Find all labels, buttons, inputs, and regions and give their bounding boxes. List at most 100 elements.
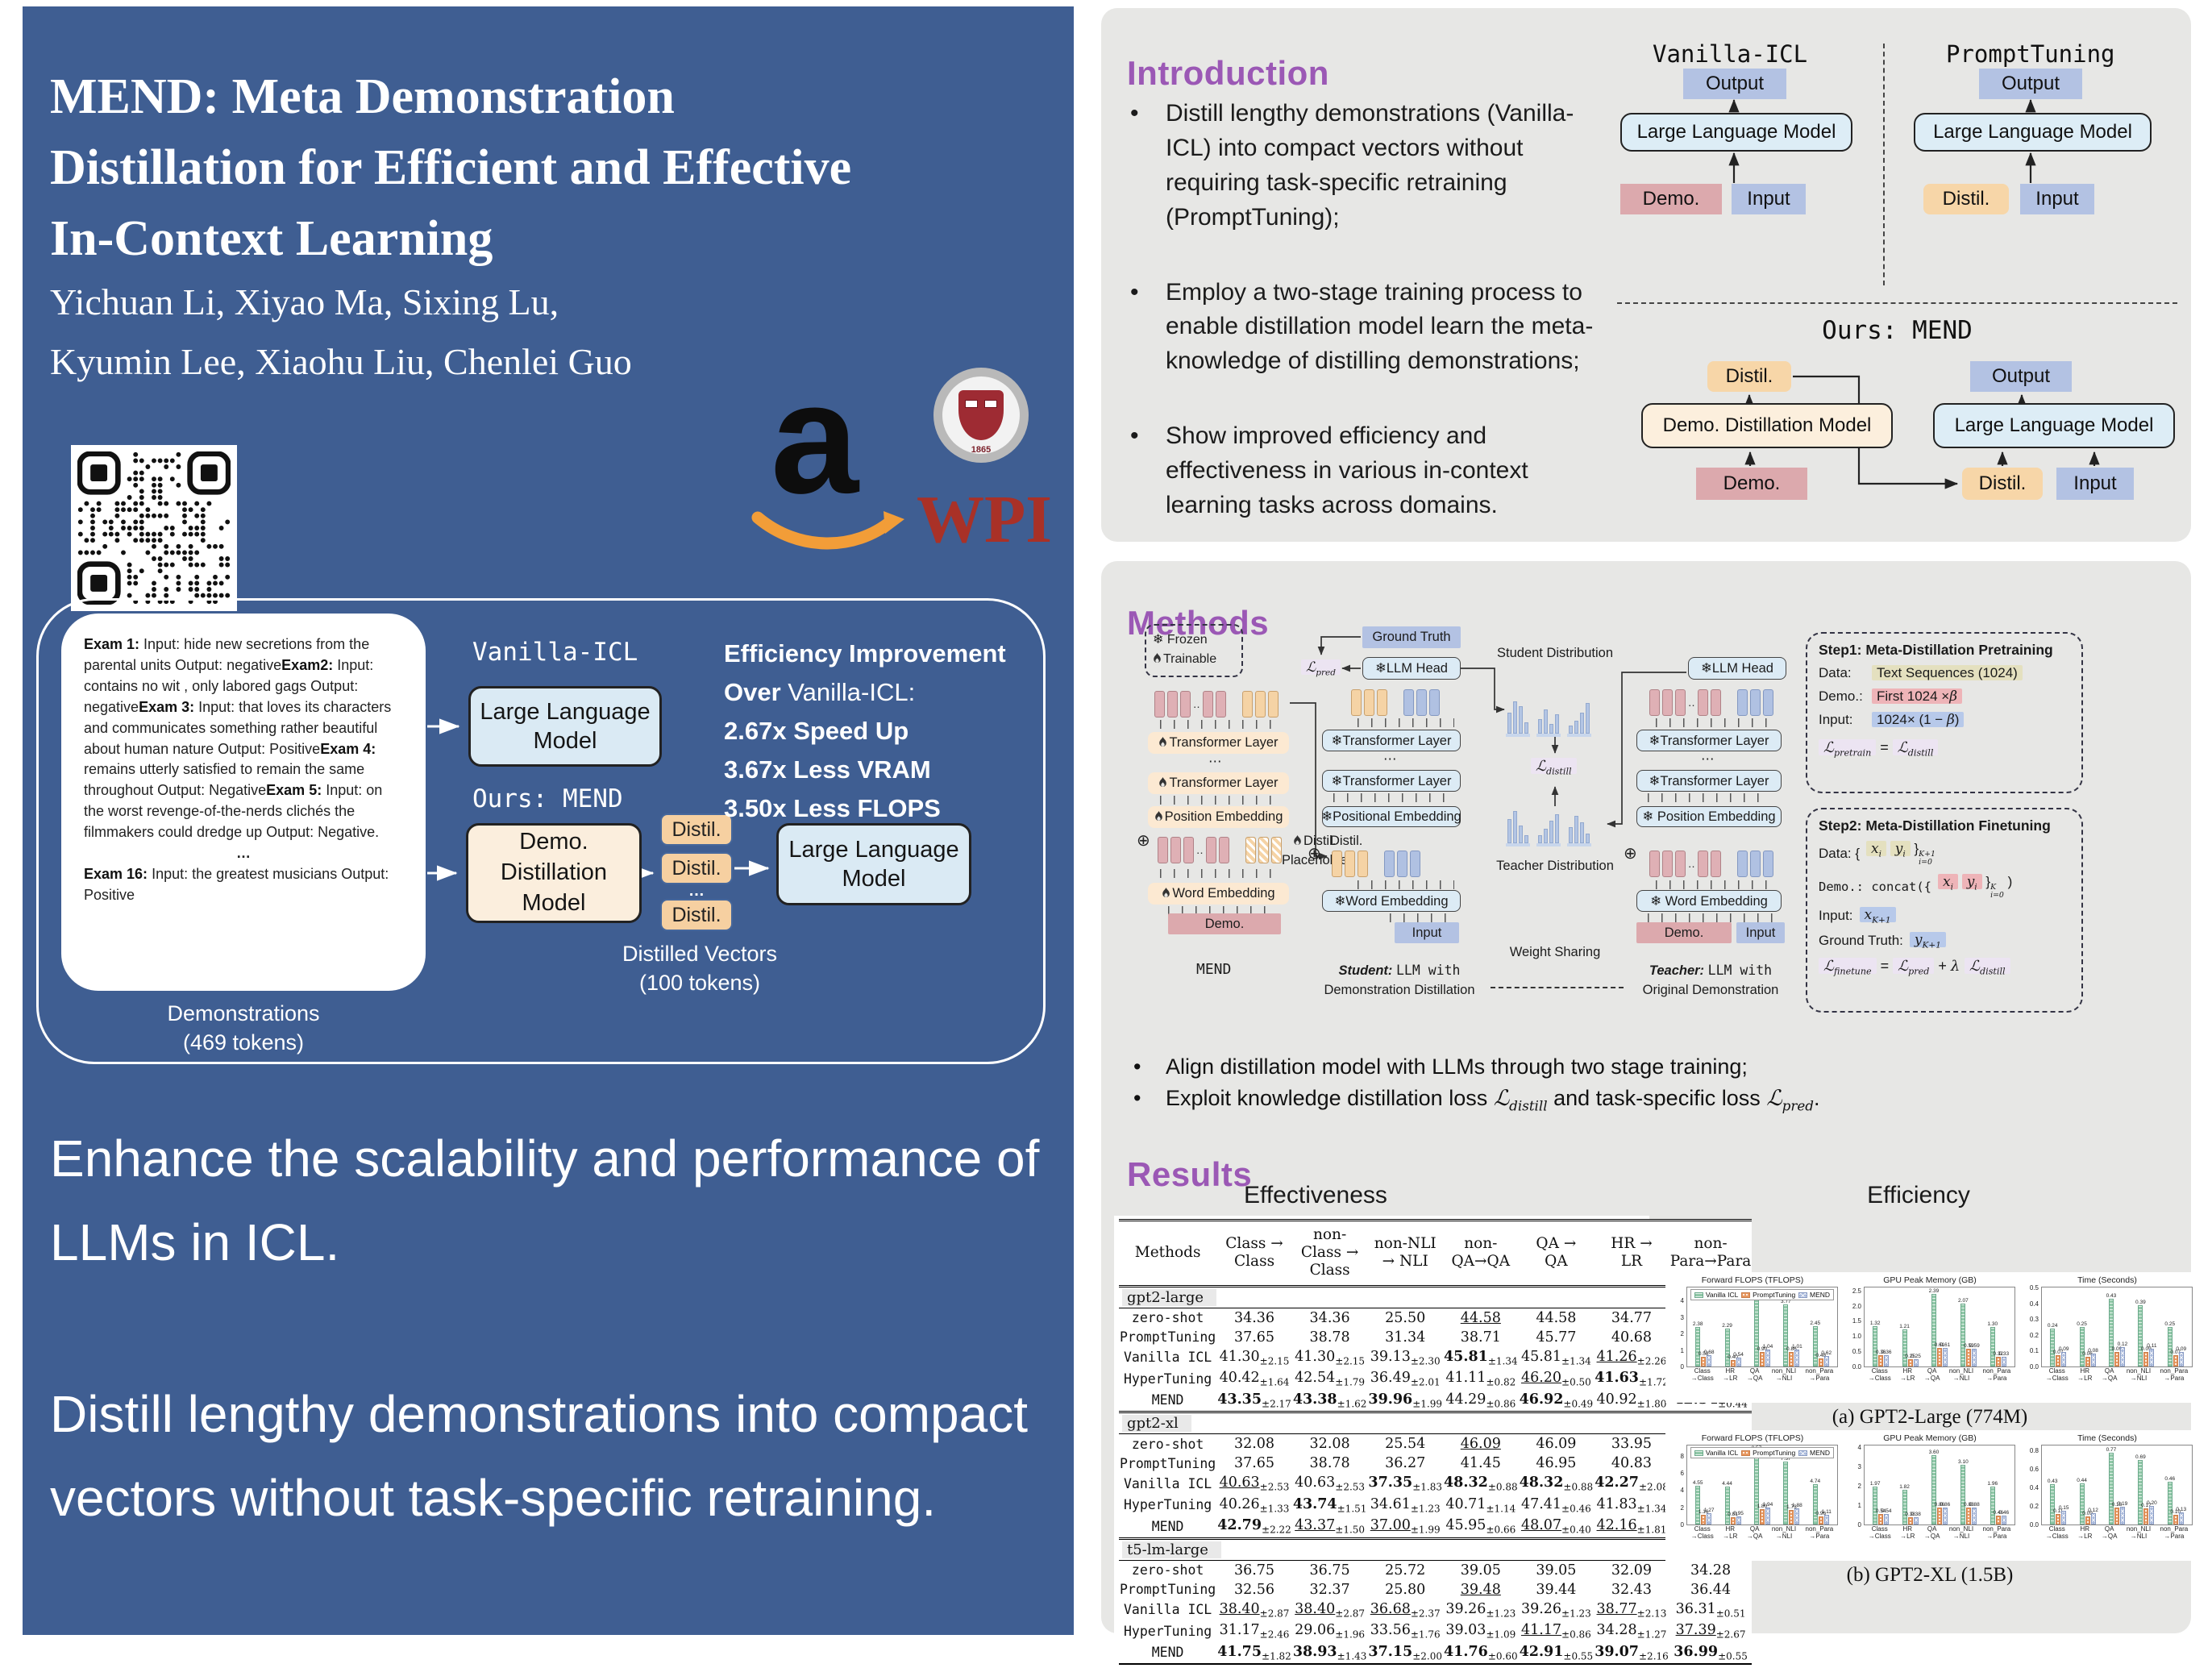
table-cell: 43.74±1.51 bbox=[1292, 1495, 1367, 1515]
bar: 0.40 bbox=[1728, 1354, 1738, 1366]
token-cell bbox=[1762, 689, 1773, 716]
bullet-text: Show improved efficiency and effectivene… bbox=[1166, 422, 1528, 519]
table-cell: 32.37 bbox=[1309, 1581, 1350, 1598]
bar: 0.09 bbox=[2112, 1346, 2122, 1366]
bullet-icon: • bbox=[1130, 422, 1139, 450]
ellipsis: ⋯ bbox=[1701, 752, 1715, 767]
table-cell: 40.92±1.80 bbox=[1596, 1391, 1667, 1410]
llm-head-box: ❄LLM Head bbox=[1362, 657, 1461, 680]
ellipsis: ⋯ bbox=[1383, 752, 1397, 767]
table-cell: 36.75 bbox=[1309, 1562, 1350, 1579]
bar: 0.06 bbox=[2082, 1351, 2093, 1366]
table-cell: 42.16±1.81 bbox=[1596, 1517, 1667, 1536]
word-embedding-box: Word Embedding bbox=[1148, 883, 1289, 905]
table-cell: 38.78 bbox=[1309, 1455, 1350, 1472]
token-cell bbox=[1254, 691, 1266, 718]
divider bbox=[1617, 302, 2177, 304]
token-cell bbox=[1258, 837, 1269, 863]
token-cell bbox=[1675, 851, 1686, 877]
histogram-icon bbox=[1536, 809, 1561, 846]
table-cell: 41.63±1.72 bbox=[1595, 1370, 1669, 1388]
token-cell bbox=[1345, 851, 1355, 877]
token-cell bbox=[1377, 689, 1387, 716]
step1-demo: First 1024 ×β bbox=[1872, 688, 1963, 705]
demo-box: Demo. bbox=[1620, 184, 1722, 214]
connector-ticks bbox=[1160, 720, 1281, 729]
table-cell: 45.95±0.66 bbox=[1445, 1517, 1516, 1536]
bar: 0.25 bbox=[2077, 1321, 2087, 1366]
table-cell: 40.68 bbox=[1611, 1329, 1653, 1346]
bar: 0.36 bbox=[1876, 1350, 1886, 1366]
table-cell: 43.35±2.17 bbox=[1217, 1391, 1291, 1410]
poster-title: MEND: Meta Demonstration Distillation fo… bbox=[50, 69, 852, 266]
step1-data: Text Sequences (1024) bbox=[1872, 665, 2023, 681]
token-cell bbox=[1649, 851, 1660, 877]
connector-ticks bbox=[1160, 869, 1281, 878]
left-panel: MEND: Meta Demonstration Distillation fo… bbox=[23, 6, 1074, 1635]
bar: 0.25 bbox=[1911, 1354, 1921, 1366]
table-cell: 37.00±1.99 bbox=[1370, 1517, 1441, 1536]
table-cell: 37.65 bbox=[1233, 1455, 1275, 1472]
ellipsis: … bbox=[688, 881, 705, 900]
flame-icon bbox=[1154, 809, 1165, 825]
bullet-icon: • bbox=[1133, 1086, 1141, 1111]
bar: 1.96 bbox=[1987, 1481, 1998, 1524]
token-cell bbox=[1202, 691, 1213, 718]
bar: 3.10 bbox=[1958, 1459, 1969, 1524]
token-cell bbox=[1267, 691, 1279, 718]
bar: 8.57 bbox=[1752, 1445, 1761, 1524]
wpi-seal-year: 1865 bbox=[971, 445, 992, 455]
table-cell: 31.34 bbox=[1385, 1329, 1426, 1346]
table-cell: 36.31±0.51 bbox=[1675, 1600, 1746, 1620]
ground-truth-box: Ground Truth bbox=[1362, 626, 1461, 648]
vanilla-icl-heading: Vanilla-ICL bbox=[1653, 40, 1808, 68]
bar: 0.15 bbox=[2059, 1505, 2069, 1524]
token-cell bbox=[1270, 837, 1282, 863]
histogram-icon bbox=[1567, 700, 1591, 737]
input-box: Input bbox=[1736, 922, 1785, 943]
transformer-layer-box: Transformer Layer bbox=[1148, 732, 1289, 754]
input-box: Input bbox=[2020, 184, 2094, 214]
table-cell: 36.44 bbox=[1690, 1581, 1732, 1598]
output-box: Output bbox=[1683, 69, 1786, 99]
bar: 0.62 bbox=[1821, 1350, 1832, 1366]
chart-caption-a: (a) GPT2-Large (774M) bbox=[1832, 1406, 2028, 1428]
distil-vector-box: Distil. bbox=[660, 852, 733, 884]
l-pred-label: ℒpred bbox=[1301, 659, 1341, 677]
results-table: Methods Class → Class non- Class → Class non-N… bbox=[1119, 1219, 1753, 1666]
bar: 1.27 bbox=[1704, 1508, 1715, 1524]
bar: 1.97 bbox=[1870, 1481, 1881, 1524]
table-row: HyperTuning 40.42±1.64 42.54±1.79 36.49±2.0… bbox=[1119, 1368, 1752, 1390]
table-row: zero-shot32.0832.0825.5446.0946.0933.953… bbox=[1119, 1434, 1752, 1454]
table-cell: 46.09 bbox=[1536, 1436, 1577, 1453]
bullet-text: Exploit knowledge distillation loss ℒdis… bbox=[1166, 1086, 1820, 1114]
table-cell: 34.28 bbox=[1690, 1562, 1732, 1579]
legend-frozen: Frozen bbox=[1166, 633, 1208, 647]
table-cell: 39.26±1.23 bbox=[1520, 1600, 1591, 1620]
bar: 0.39 bbox=[2135, 1300, 2146, 1366]
input-box: Input bbox=[1395, 922, 1459, 943]
table-cell: 44.58 bbox=[1460, 1309, 1501, 1326]
bar-chart: Time (Seconds) 0.0 0.1 0.2 0.3 0.4 0.5 0.24 0.07… bbox=[2022, 1275, 2193, 1400]
efficiency-charts-gpt2-large: Forward FLOPS (TFLOPS) 0 1 2 3 4 2.38 0.58 0.68 2… bbox=[1665, 1272, 2194, 1403]
bar: 0.46 bbox=[1998, 1510, 2009, 1524]
intro-diagram-arrows bbox=[1728, 98, 2100, 489]
bar: 2.07 bbox=[1958, 1298, 1969, 1366]
table-cell: 39.26±1.23 bbox=[1445, 1600, 1516, 1620]
bar: 0.58 bbox=[1698, 1351, 1709, 1366]
token-cell bbox=[1749, 851, 1761, 877]
table-cell: 38.40±2.87 bbox=[1295, 1600, 1366, 1620]
mend-label: MEND bbox=[1196, 961, 1232, 978]
step2-ground-truth: yK+1 bbox=[1909, 931, 1946, 950]
table-row: zero-shot 36.75 36.75 25.72 39.05 39.05 32.09 3… bbox=[1119, 1560, 1752, 1580]
token-cell bbox=[1662, 851, 1673, 877]
bar: 0.11 bbox=[2053, 1508, 2063, 1524]
introduction-bullets: • Distill lengthy demonstrations (Vanilla… bbox=[1130, 97, 1614, 564]
input-box: Input bbox=[2056, 468, 2134, 500]
token-row: ‥ bbox=[1154, 691, 1279, 718]
authors: Yichuan Li, Xiyao Ma, Sixing Lu, Kyumin … bbox=[50, 281, 632, 382]
statement-2: Distill lengthy demonstrations into comp… bbox=[50, 1385, 1028, 1527]
table-cell: 46.95 bbox=[1536, 1455, 1577, 1472]
bar: 2.38 bbox=[1693, 1321, 1703, 1366]
table-cell: 40.63±2.53 bbox=[1219, 1475, 1290, 1493]
